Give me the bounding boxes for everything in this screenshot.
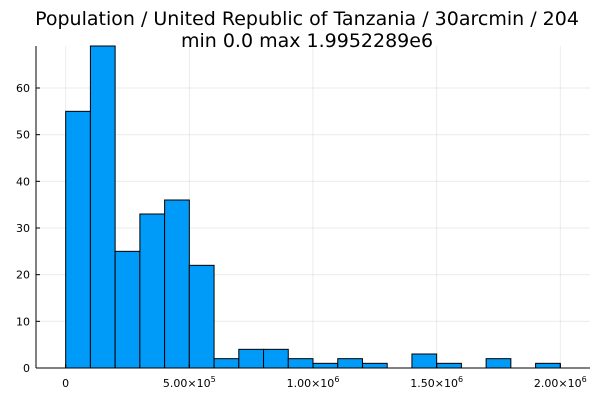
bars [65,45,561,369]
histogram-bar [287,358,314,369]
chart-subtitle: min 0.0 max 1.9952289e6 [181,30,433,52]
histogram-bar [535,362,561,369]
histogram-bar [89,45,116,369]
x-tick-exponent: 5 [211,375,216,384]
x-tick-exponent: 6 [334,375,339,384]
chart-title: Population / United Republic of Tanzania… [35,8,579,30]
histogram-bar [312,362,339,369]
histogram-bar [65,110,91,369]
histogram-bar [139,213,166,369]
histogram-bar [263,348,289,369]
x-tick-label: 2.00×106 [534,375,587,390]
x-tick-label: 1.50×106 [410,375,463,390]
histogram-bar [164,199,190,369]
y-tick-label: 0 [23,362,30,375]
x-tick-label: 5.00×105 [163,375,216,390]
x-tick-label: 1.00×106 [287,375,340,390]
histogram-bar [411,353,438,369]
histogram-bar [188,264,215,369]
histogram-bar [114,250,141,369]
histogram-bar [485,358,512,369]
y-tick-label: 60 [16,82,30,95]
x-tick-exponent: 6 [582,375,587,384]
x-tick-label: 0 [62,377,69,390]
histogram-bar [337,358,363,369]
y-tick-label: 20 [16,269,30,282]
axes [35,46,590,369]
histogram-bar [238,348,265,369]
histogram-bar [213,358,240,369]
y-tick-label: 10 [16,315,30,328]
tick-labels: 0 5.00×105 1.00×106 1.50×106 2.00×106 0 10 20 30… [16,82,587,390]
y-tick-label: 30 [16,222,30,235]
y-tick-label: 50 [16,129,30,142]
x-tick-exponent: 6 [458,375,463,384]
histogram-bar [361,362,388,369]
histogram-bar [436,362,462,369]
y-tick-label: 40 [16,175,30,188]
